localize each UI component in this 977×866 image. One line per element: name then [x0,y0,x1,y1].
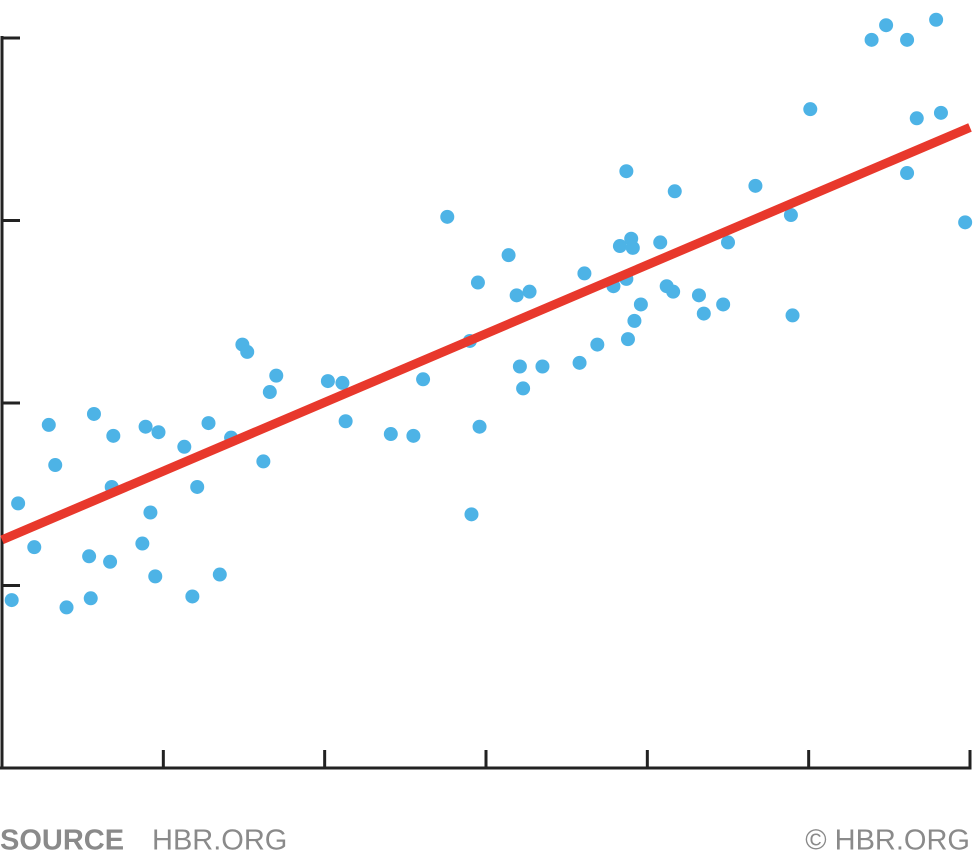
point [177,439,192,454]
point [335,375,350,390]
point [338,414,353,429]
point [212,567,227,582]
point [879,18,894,33]
point [406,428,421,443]
point [151,425,166,440]
point [240,344,255,359]
point [748,178,763,193]
point [900,32,915,47]
point [512,359,527,374]
point [59,600,74,615]
point [522,284,537,299]
source: HBR.ORG [152,825,287,857]
point [501,248,516,263]
point [653,235,668,250]
point [269,368,284,383]
point [470,275,485,290]
point [666,284,681,299]
point [590,337,605,352]
point [148,569,163,584]
point [516,381,531,396]
point [716,297,731,312]
point [909,111,924,126]
point [785,308,800,323]
point [620,332,635,347]
point [103,554,118,569]
point [27,540,42,555]
point [696,306,711,321]
point [691,288,706,303]
point [625,240,640,255]
point [106,428,121,443]
point [464,507,479,522]
point [929,12,944,27]
point [535,359,550,374]
point [783,208,798,223]
point [958,215,973,230]
point [472,419,487,434]
point [612,239,627,254]
point [803,102,818,117]
point [4,593,19,608]
point [667,184,682,199]
point [383,427,398,442]
point [143,505,158,520]
point [41,417,56,432]
source-label: SOURCE [0,825,124,857]
point [135,536,150,551]
point [864,32,879,47]
point [627,313,642,328]
point [416,372,431,387]
point [256,454,271,469]
trend-line [0,123,972,545]
point [900,166,915,181]
point [320,374,335,389]
point [721,235,735,250]
point [572,355,587,370]
point [262,385,277,400]
point [577,266,592,281]
point [633,297,648,312]
point [933,105,948,120]
point [509,288,524,303]
point [185,589,200,604]
point [86,406,101,421]
point [138,419,153,434]
point [440,209,455,224]
point [190,479,205,494]
point [82,549,97,564]
point [83,591,98,606]
point [201,416,216,431]
point [11,496,26,511]
credit: © HBR.ORG [805,825,970,857]
point [48,458,63,473]
point [619,164,634,179]
